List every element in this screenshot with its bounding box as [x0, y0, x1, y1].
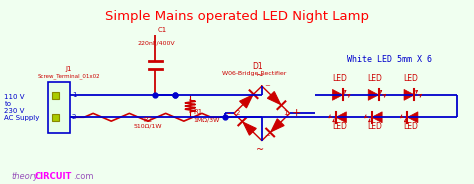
- Text: ~: ~: [264, 133, 270, 139]
- Text: W06-Bridge Rectifier: W06-Bridge Rectifier: [222, 71, 286, 76]
- Bar: [52, 92, 59, 99]
- Text: -: -: [226, 108, 230, 118]
- Text: .com: .com: [73, 172, 93, 181]
- Polygon shape: [239, 95, 253, 108]
- Text: +: +: [292, 108, 301, 118]
- Text: ~: ~: [256, 144, 264, 155]
- Text: LED: LED: [368, 74, 383, 83]
- Text: ~: ~: [256, 71, 264, 81]
- Text: J1: J1: [66, 66, 72, 72]
- Text: 2: 2: [72, 114, 76, 120]
- Text: CIRCUIT: CIRCUIT: [34, 172, 72, 181]
- Polygon shape: [372, 112, 382, 123]
- Text: 110 V
to
230 V
AC Supply: 110 V to 230 V AC Supply: [4, 94, 40, 121]
- Text: 510Ω/1W: 510Ω/1W: [133, 124, 162, 129]
- Polygon shape: [336, 112, 346, 123]
- Polygon shape: [368, 89, 379, 100]
- Polygon shape: [404, 89, 414, 100]
- Text: 1: 1: [72, 92, 76, 98]
- Polygon shape: [267, 91, 281, 105]
- Text: LED: LED: [332, 122, 347, 131]
- Text: 1: 1: [283, 110, 287, 116]
- Bar: [48, 82, 70, 133]
- Text: LED: LED: [403, 74, 419, 83]
- Text: D1: D1: [252, 62, 263, 71]
- Text: 1MΩ/3W: 1MΩ/3W: [193, 117, 219, 122]
- Polygon shape: [408, 112, 418, 123]
- Text: White LED 5mm X 6: White LED 5mm X 6: [346, 55, 432, 64]
- Text: theory: theory: [11, 172, 38, 181]
- Text: R2: R2: [143, 117, 152, 123]
- Text: ~: ~: [264, 83, 270, 89]
- Bar: [52, 114, 59, 121]
- Polygon shape: [243, 122, 256, 135]
- Text: Screw_Terminal_01x02: Screw_Terminal_01x02: [37, 73, 100, 79]
- Text: LED: LED: [368, 122, 383, 131]
- Text: 2: 2: [236, 110, 240, 116]
- Text: R1: R1: [193, 109, 202, 115]
- Polygon shape: [332, 89, 343, 100]
- Text: LED: LED: [403, 122, 419, 131]
- Text: Simple Mains operated LED Night Lamp: Simple Mains operated LED Night Lamp: [105, 10, 369, 23]
- Polygon shape: [271, 119, 284, 132]
- Text: 220nF/400V: 220nF/400V: [137, 40, 175, 45]
- Text: C1: C1: [157, 26, 167, 33]
- Text: LED: LED: [332, 74, 347, 83]
